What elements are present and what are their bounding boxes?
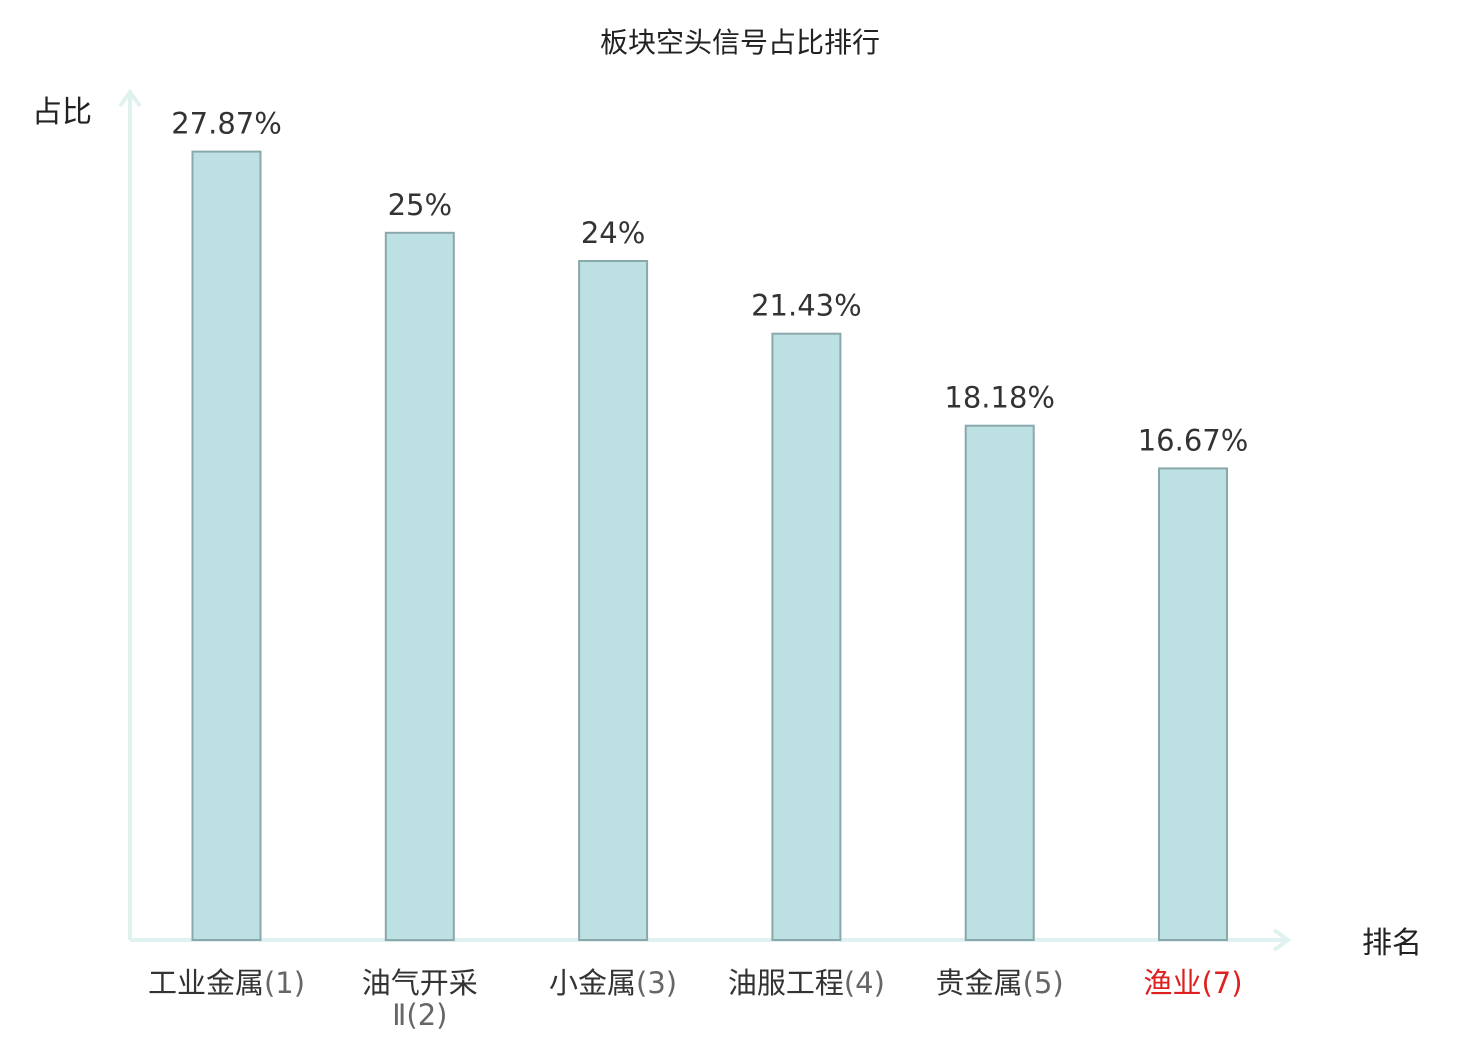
data-label: 24%	[581, 216, 645, 250]
tick-label: 小金属(3)	[549, 966, 677, 1000]
bar	[578, 260, 649, 941]
tick-label-name: 工业金属	[148, 966, 264, 1000]
tick-label-rank: (5)	[1023, 966, 1064, 1000]
y-axis	[118, 88, 142, 940]
data-label: 25%	[388, 188, 452, 222]
tick-label-name: 油服工程	[728, 966, 844, 1000]
data-label: 27.87%	[171, 107, 282, 141]
y-axis-arrow-icon	[118, 88, 142, 108]
bar	[191, 150, 262, 942]
data-label: 21.43%	[751, 289, 862, 323]
tick-label-rank: (3)	[636, 966, 677, 1000]
chart-title: 板块空头信号占比排行	[600, 26, 880, 59]
tick-label-name: 小金属	[549, 966, 636, 1000]
tick-label-rank: (2)	[406, 998, 447, 1032]
bar	[1158, 467, 1228, 941]
tick-label-name: 渔业	[1143, 966, 1201, 1000]
data-label: 18.18%	[944, 381, 1055, 415]
tick-label: 渔业(7)	[1143, 966, 1242, 1000]
tick-label: 工业金属(1)	[148, 966, 305, 1000]
y-axis-label: 占比	[32, 95, 92, 130]
tick-label-rank: (4)	[844, 966, 885, 1000]
tick-label-name: 贵金属	[936, 966, 1023, 1000]
x-axis	[130, 928, 1292, 952]
tick-label-name: 油气开采	[362, 966, 478, 1000]
tick-label-rank: (7)	[1201, 966, 1242, 1000]
tick-label: 贵金属(5)	[936, 966, 1064, 1000]
bar	[771, 332, 842, 941]
tick-label-name-line2: Ⅱ	[392, 998, 406, 1032]
bar	[964, 424, 1035, 941]
bars-group	[191, 150, 1228, 942]
x-axis-arrow-icon	[1272, 928, 1292, 952]
tick-label-rank: (1)	[264, 966, 305, 1000]
x-axis-label: 排名	[1362, 926, 1422, 961]
bar	[384, 231, 455, 942]
tick-label: 油气开采	[362, 966, 478, 1000]
value-labels-group: 27.87% 25% 24% 21.43% 18.18% 16.67%	[171, 107, 1248, 458]
tick-label: 油服工程(4)	[728, 966, 885, 1000]
data-label: 16.67%	[1138, 423, 1249, 457]
tick-label-line2: Ⅱ(2)	[392, 998, 447, 1032]
